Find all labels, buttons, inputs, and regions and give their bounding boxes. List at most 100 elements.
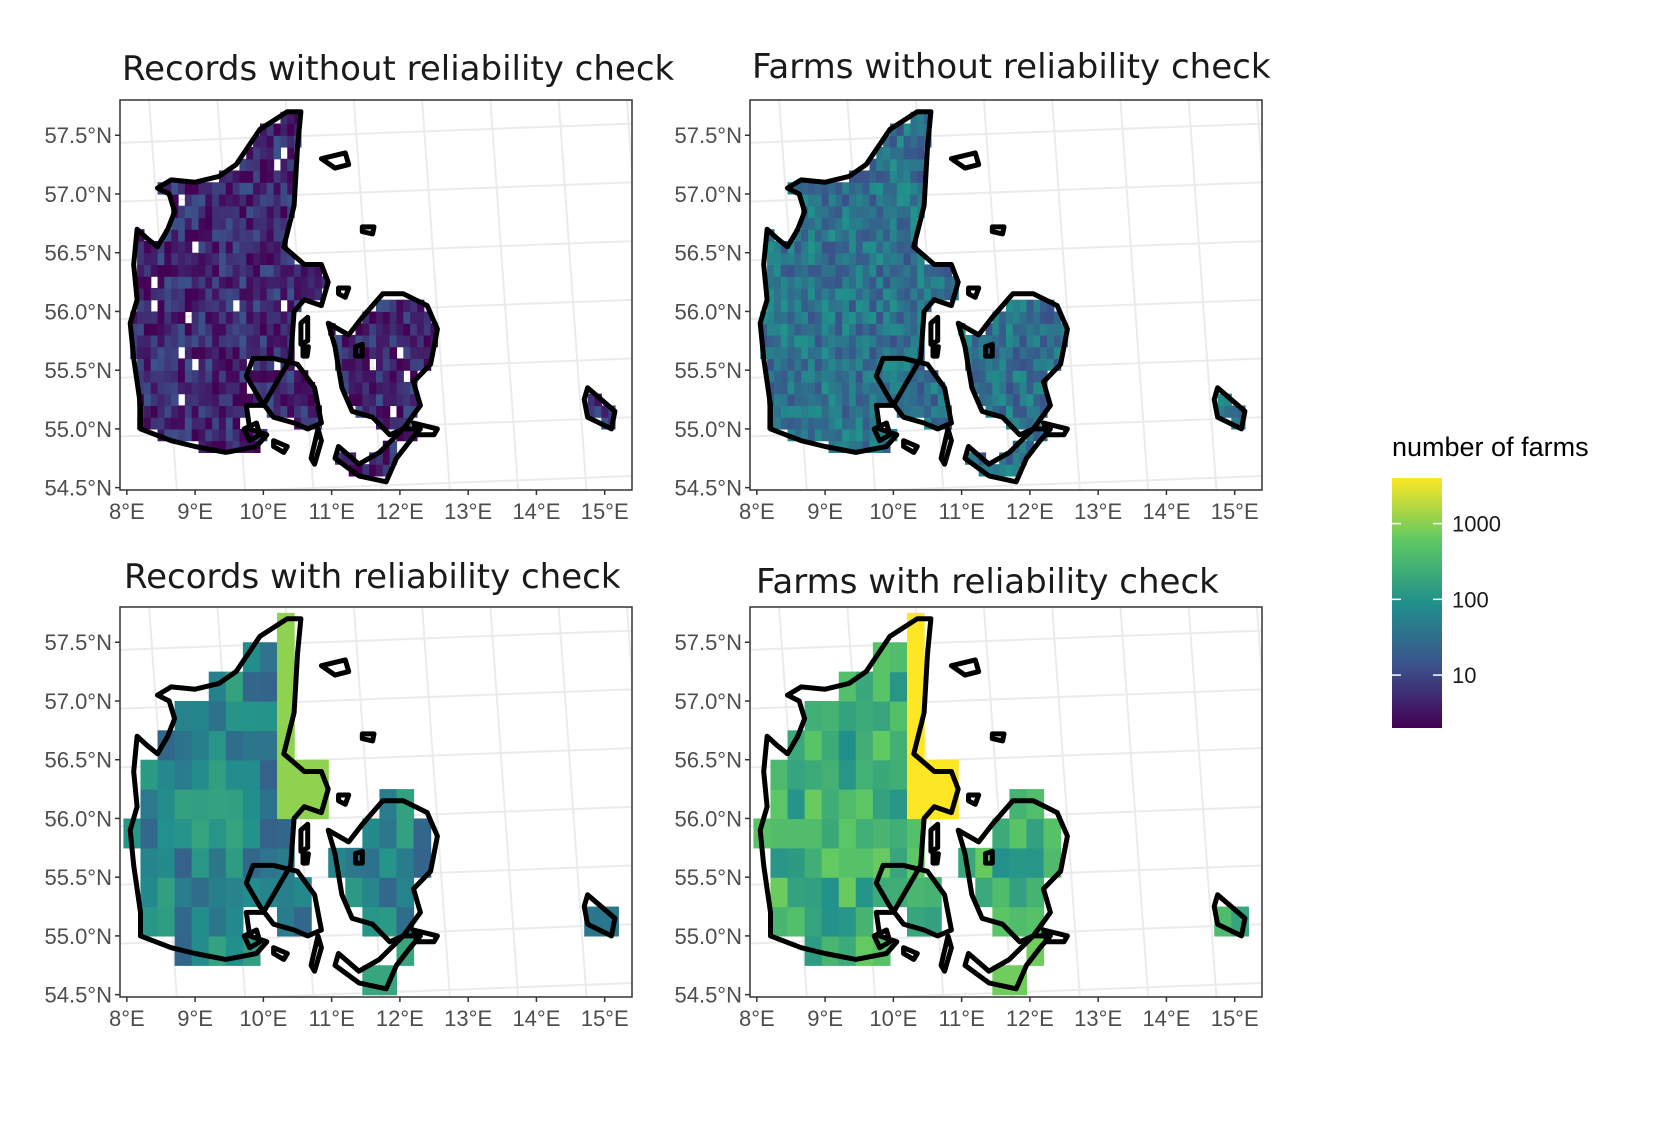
- heatmap-cell: [814, 205, 823, 219]
- heatmap-cell: [294, 264, 302, 277]
- heatmap-cell: [212, 405, 220, 418]
- heatmap-cell: [382, 346, 391, 360]
- heatmap-cell: [780, 252, 789, 266]
- heatmap-cell: [362, 323, 370, 336]
- heatmap-cell: [174, 789, 193, 820]
- heatmap-cell: [992, 346, 1000, 360]
- heatmap-cell: [838, 818, 857, 849]
- coastline-anholt: [359, 731, 377, 744]
- heatmap-cell: [889, 323, 898, 336]
- heatmap-cell: [294, 381, 302, 395]
- heatmap-cell: [1012, 370, 1021, 383]
- heatmap-cell: [828, 346, 836, 360]
- heatmap-cell: [287, 311, 295, 324]
- heatmap-cell: [239, 287, 247, 301]
- heatmap-cell: [883, 182, 891, 195]
- heatmap-cell: [423, 346, 432, 360]
- heatmap-cell: [814, 370, 823, 383]
- heatmap-cell: [246, 299, 254, 313]
- heatmap-cell: [1060, 323, 1069, 336]
- heatmap-cell: [828, 393, 836, 407]
- coastline-samso: [928, 314, 941, 347]
- heatmap-cell: [389, 334, 398, 348]
- heatmap-cell: [277, 759, 295, 790]
- heatmap-cell: [869, 182, 877, 195]
- heatmap-cell: [280, 405, 288, 418]
- heatmap-cell: [178, 311, 186, 324]
- heatmap-cell: [896, 146, 905, 160]
- heatmap-cell: [294, 405, 302, 418]
- heatmap-cell: [164, 229, 172, 242]
- heatmap-cell: [171, 346, 179, 360]
- heatmap-cell: [389, 358, 398, 371]
- heatmap-cell: [198, 393, 206, 407]
- heatmap-cell: [178, 205, 186, 219]
- heatmap-cell: [280, 135, 288, 148]
- heatmap-cell: [273, 381, 282, 395]
- heatmap-cell: [273, 252, 282, 266]
- heatmap-cell: [896, 299, 905, 313]
- heatmap-cell: [862, 276, 871, 289]
- heatmap-cell: [814, 252, 823, 266]
- heatmap-cell: [266, 346, 275, 360]
- heatmap-cell: [273, 182, 282, 195]
- heatmap-cell: [770, 847, 789, 878]
- heatmap-cell: [992, 877, 1011, 908]
- x-tick-label: 10°E: [869, 499, 917, 524]
- heatmap-cell: [808, 264, 816, 277]
- heatmap-cell: [273, 370, 282, 383]
- heatmap-cell: [205, 205, 213, 219]
- heatmap-cell: [848, 346, 857, 360]
- heatmap-cell: [171, 323, 179, 336]
- heatmap-cell: [903, 323, 912, 336]
- heatmap-cell: [382, 381, 391, 395]
- heatmap-cell: [150, 252, 159, 266]
- heatmap-cell: [876, 229, 884, 242]
- heatmap-cell: [341, 346, 350, 360]
- heatmap-cell: [801, 311, 809, 324]
- heatmap-cell: [787, 818, 806, 849]
- heatmap-cell: [157, 877, 176, 908]
- heatmap-cell: [355, 346, 363, 360]
- heatmap-cell: [587, 405, 596, 418]
- heatmap-cell: [239, 276, 247, 289]
- grid-line-parallel: [863, 475, 1262, 490]
- heatmap-cell: [157, 311, 165, 324]
- grid-line-meridian: [1119, 607, 1150, 997]
- y-tick-label: 57.0°N: [674, 689, 742, 714]
- heatmap-cell: [883, 229, 891, 242]
- heatmap-cell: [917, 123, 925, 136]
- x-tick-label: 9°E: [177, 1006, 213, 1031]
- heatmap-cell: [767, 381, 775, 395]
- heatmap-cell: [814, 229, 823, 242]
- heatmap-cell: [376, 311, 384, 324]
- heatmap-cell: [1053, 334, 1062, 348]
- heatmap-cell: [889, 847, 908, 878]
- heatmap-cell: [828, 381, 836, 395]
- heatmap-cell: [889, 311, 898, 324]
- heatmap-cell: [280, 370, 288, 383]
- heatmap-cell: [218, 370, 227, 383]
- coastline-laeso: [948, 150, 982, 171]
- heatmap-cell: [137, 381, 145, 395]
- heatmap-cell: [889, 358, 898, 371]
- heatmap-cell: [838, 700, 857, 731]
- heatmap-cell: [253, 252, 261, 266]
- coastline-samso: [928, 821, 941, 854]
- heatmap-cell: [280, 287, 288, 301]
- heatmap-cell: [1033, 370, 1041, 383]
- heatmap-cell: [184, 358, 193, 371]
- heatmap-cell: [389, 346, 398, 360]
- coastline-moen: [1041, 927, 1070, 945]
- heatmap-cell: [212, 381, 220, 395]
- heatmap-cell: [985, 334, 993, 348]
- heatmap-cell: [903, 405, 912, 418]
- heatmap-cell: [212, 276, 220, 289]
- heatmap-cell: [1026, 299, 1034, 313]
- heatmap-cell: [842, 381, 850, 395]
- heatmap-cell: [184, 252, 193, 266]
- heatmap-cell: [266, 217, 275, 230]
- heatmap-cell: [937, 276, 946, 289]
- heatmap-cell: [171, 428, 179, 442]
- heatmap-cell: [396, 381, 404, 395]
